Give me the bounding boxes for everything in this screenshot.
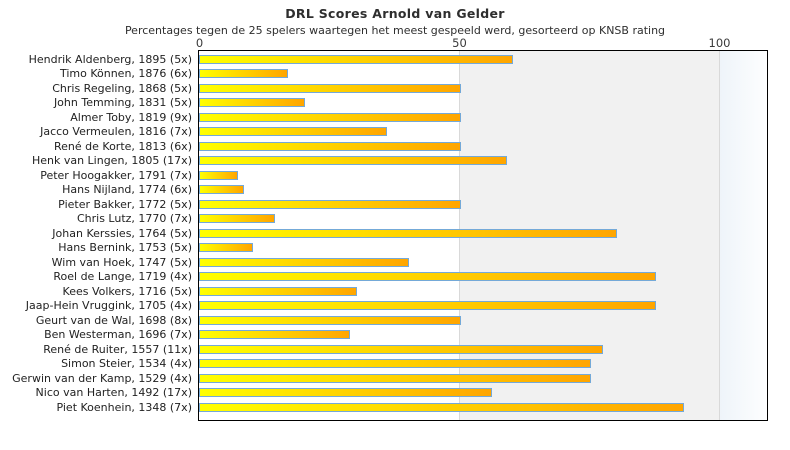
x-tick-label: 50 <box>452 36 467 50</box>
category-label: Ben Westerman, 1696 (7x) <box>44 328 192 341</box>
bar <box>199 402 685 412</box>
category-label: Roel de Lange, 1719 (4x) <box>53 270 192 283</box>
bar <box>199 98 305 108</box>
bar <box>199 388 492 398</box>
x-tick-label: 0 <box>195 36 204 50</box>
bar <box>199 69 288 79</box>
bar <box>199 170 238 180</box>
bar <box>199 141 461 151</box>
bar <box>199 243 253 253</box>
bar <box>199 156 507 166</box>
category-label: John Temming, 1831 (5x) <box>53 96 192 109</box>
category-label: Hendrik Aldenberg, 1895 (5x) <box>28 52 192 66</box>
category-label: Simon Steier, 1534 (4x) <box>61 357 192 370</box>
bar <box>199 272 656 282</box>
bar <box>199 127 387 137</box>
bar <box>199 185 245 195</box>
x-tick-label: 100 <box>708 36 731 50</box>
category-label: Hans Bernink, 1753 (5x) <box>58 241 192 254</box>
category-label: Piet Koenhein, 1348 (7x) <box>56 400 192 414</box>
bar <box>199 112 461 122</box>
category-label: Geurt van de Wal, 1698 (8x) <box>35 313 192 327</box>
category-label: Kees Volkers, 1716 (5x) <box>62 284 192 298</box>
category-label: Henk van Lingen, 1805 (17x) <box>31 154 192 167</box>
bar <box>199 54 513 64</box>
category-label: Almer Toby, 1819 (9x) <box>70 110 192 124</box>
category-label: Peter Hoogakker, 1791 (7x) <box>40 168 192 182</box>
category-label: Chris Lutz, 1770 (7x) <box>76 212 192 225</box>
category-label: Gerwin van der Kamp, 1529 (4x) <box>12 371 192 385</box>
bar <box>199 359 591 369</box>
category-label: Timo Können, 1876 (6x) <box>59 67 192 80</box>
bar <box>199 286 357 296</box>
chart-title: DRL Scores Arnold van Gelder <box>285 6 505 21</box>
bar <box>199 301 656 311</box>
category-label: Nico van Harten, 1492 (17x) <box>35 386 192 399</box>
category-label: Wim van Hoek, 1747 (5x) <box>51 255 192 269</box>
bar <box>199 199 461 209</box>
bar <box>199 228 617 238</box>
category-label: René de Korte, 1813 (6x) <box>54 139 192 153</box>
bar <box>199 344 603 354</box>
category-label: Chris Regeling, 1868 (5x) <box>52 81 192 95</box>
bar <box>199 330 350 340</box>
bar <box>199 83 461 93</box>
category-label: Pieter Bakker, 1772 (5x) <box>58 197 192 211</box>
bar <box>199 315 461 325</box>
bar <box>199 214 276 224</box>
plot-background-band <box>719 51 766 420</box>
bar <box>199 257 409 267</box>
category-label: René de Ruiter, 1557 (11x) <box>43 342 192 356</box>
category-label: Johan Kerssies, 1764 (5x) <box>52 226 192 240</box>
chart-subtitle: Percentages tegen de 25 spelers waartege… <box>124 24 666 37</box>
category-label: Hans Nijland, 1774 (6x) <box>62 183 192 196</box>
bar <box>199 373 591 383</box>
gridline <box>718 51 720 420</box>
category-label: Jaap-Hein Vruggink, 1705 (4x) <box>25 299 192 312</box>
category-label: Jacco Vermeulen, 1816 (7x) <box>40 125 192 138</box>
plot-area <box>198 50 768 421</box>
